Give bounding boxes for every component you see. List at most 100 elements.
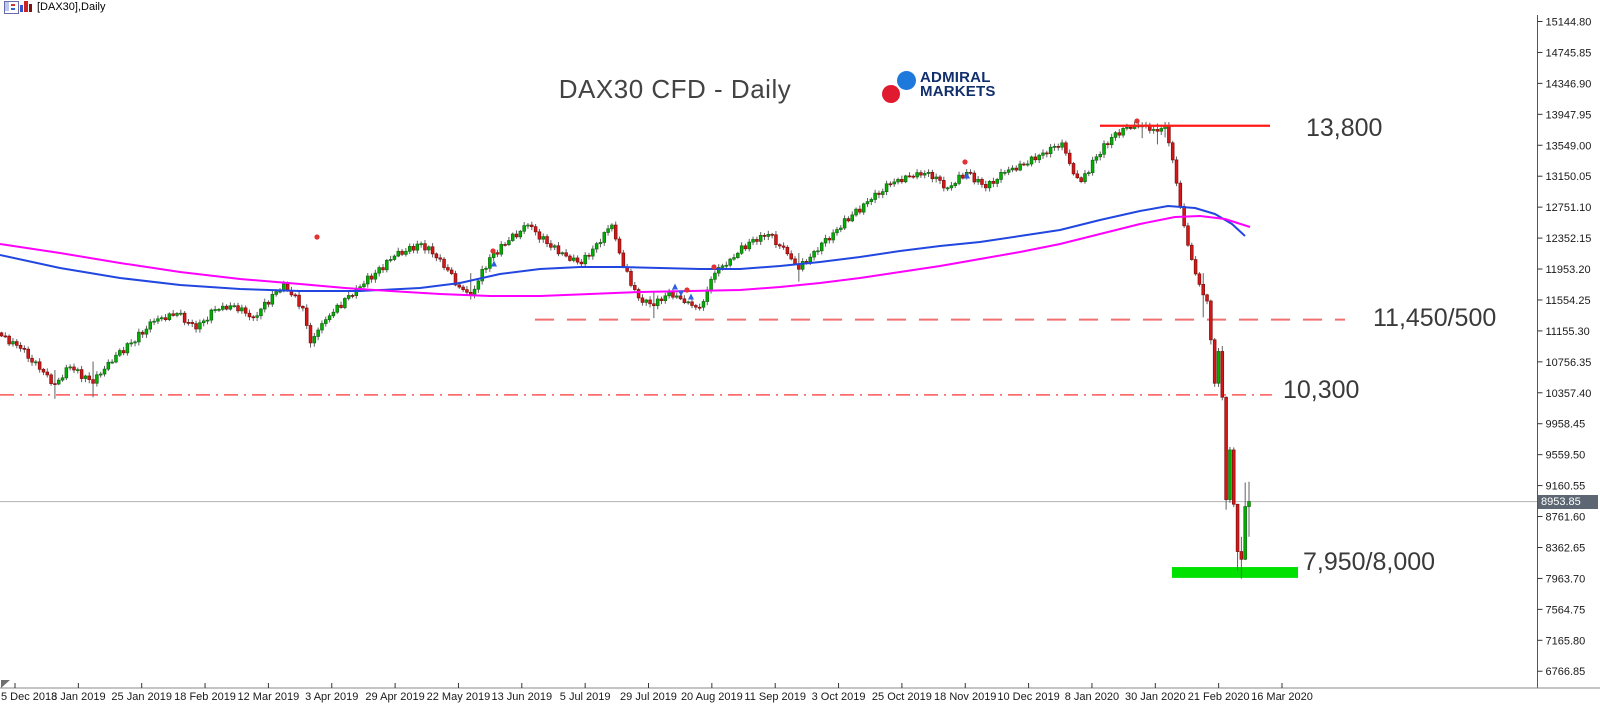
admiral-markets-logo: ADMIRAL MARKETS (876, 63, 1026, 105)
candle-down (140, 331, 145, 335)
candle-up (1159, 128, 1164, 132)
candle-down (423, 243, 427, 251)
candle-down (442, 258, 446, 268)
candle-down (1167, 125, 1171, 144)
candle-down (678, 295, 683, 300)
candle-down (1117, 132, 1122, 136)
price-tick-label: 14745.85 (1546, 47, 1592, 59)
candle-down (1178, 182, 1183, 207)
candle-up (675, 295, 679, 298)
candle-down (1170, 142, 1175, 161)
candle-down (537, 231, 542, 240)
candle-up (34, 361, 38, 364)
candle-up (129, 342, 133, 345)
price-tick-label: 11953.20 (1546, 264, 1591, 276)
candle-down (37, 361, 42, 370)
candle-up (388, 259, 393, 261)
candle-down (3, 335, 8, 338)
time-tick-label: 20 Aug 2019 (681, 691, 743, 703)
candle-up (1003, 171, 1007, 174)
candle-down (1190, 244, 1194, 260)
candle-down (911, 175, 916, 178)
candle-down (793, 258, 797, 265)
candle-up (324, 319, 328, 324)
candle-down (1022, 163, 1026, 166)
candle-up (594, 243, 599, 250)
candle-down (781, 245, 786, 248)
price-tick-label: 13549.00 (1546, 140, 1592, 152)
candle-up (892, 181, 896, 185)
time-tick-label: 25 Oct 2019 (872, 691, 932, 703)
candle-up (1113, 132, 1118, 138)
chart-window-titlebar[interactable]: [DAX30],Daily (0, 0, 1600, 15)
price-tick-label: 9958.45 (1546, 419, 1586, 431)
candle-up (1048, 146, 1053, 155)
candle-up (701, 301, 706, 308)
candle-up (915, 172, 919, 178)
candle-up (552, 245, 557, 248)
resistance-level-label: 13,800 (1306, 114, 1383, 142)
candle-down (41, 368, 46, 373)
candle-up (156, 318, 160, 322)
candle-down (285, 283, 290, 291)
candle-down (297, 294, 301, 307)
candle-up (953, 183, 957, 187)
candle-up (404, 250, 408, 255)
candle-down (968, 171, 973, 174)
candle-up (1087, 172, 1091, 174)
ma-magenta-line (0, 215, 1251, 297)
candle-up (255, 315, 259, 318)
candle-up (312, 336, 317, 344)
candle-up (213, 309, 217, 311)
candle-up (392, 255, 397, 260)
candle-up (865, 201, 870, 205)
candle-up (114, 354, 118, 363)
candle-down (694, 305, 698, 308)
candle-up (995, 179, 999, 184)
candle-up (484, 267, 488, 270)
candle-down (587, 254, 591, 257)
candle-up (385, 259, 389, 271)
candle-down (514, 233, 519, 238)
candle-up (854, 208, 858, 216)
candle-down (434, 253, 439, 259)
candle-up (1228, 449, 1232, 500)
candle-down (45, 371, 50, 376)
candle-down (224, 305, 229, 310)
candle-up (175, 313, 179, 316)
candle-down (243, 307, 248, 314)
candle-down (770, 234, 774, 236)
candle-down (79, 369, 84, 379)
candle-down (1224, 396, 1228, 500)
logo-red-dot-icon (882, 85, 900, 103)
candle-up (419, 243, 423, 246)
price-tick-label: 8362.65 (1546, 542, 1586, 554)
candle-up (499, 244, 504, 255)
candle-down (1064, 142, 1068, 154)
candle-down (503, 244, 507, 246)
candle-down (369, 275, 374, 280)
candle-down (453, 273, 458, 286)
candle-up (327, 315, 332, 321)
candle-up (167, 313, 172, 320)
candle-down (182, 312, 187, 323)
candle-up (835, 229, 839, 234)
candle-up (335, 304, 339, 313)
candle-down (53, 383, 57, 385)
candle-down (1071, 163, 1076, 175)
candle-down (785, 246, 790, 255)
candle-up (110, 361, 114, 364)
candle-down (266, 301, 271, 305)
markers-layer (314, 118, 1140, 300)
red-dot-marker-icon (684, 287, 690, 293)
candle-up (365, 275, 370, 285)
candle-up (709, 278, 713, 291)
candle-down (7, 335, 11, 345)
candle-up (598, 242, 603, 245)
candle-down (236, 305, 240, 312)
candle-down (682, 298, 687, 303)
time-tick-label: 10 Dec 2019 (997, 691, 1059, 703)
